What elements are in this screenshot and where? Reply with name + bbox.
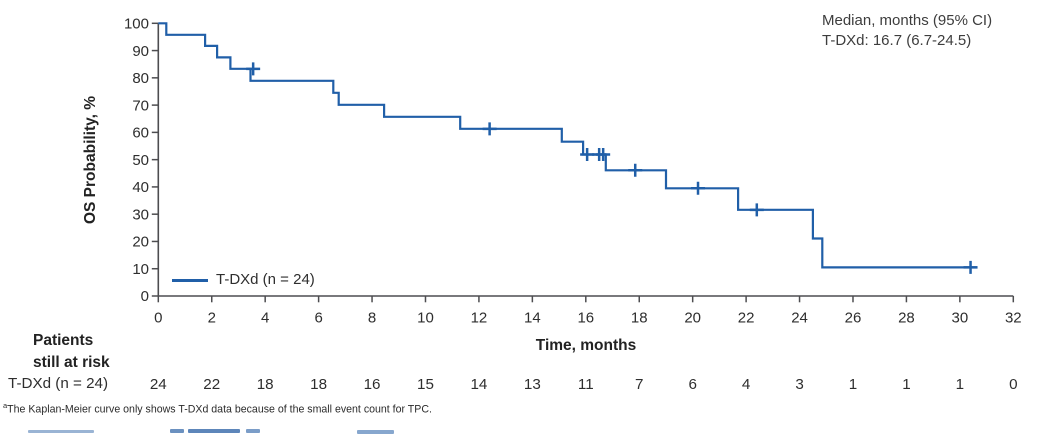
censor-plus-mark — [596, 147, 611, 161]
risk-count-value: 1 — [956, 376, 964, 393]
y-tick-label: 60 — [132, 125, 149, 142]
risk-count-value: 0 — [1009, 376, 1017, 393]
risk-count-value: 7 — [635, 376, 643, 393]
risk-count-value: 1 — [902, 376, 910, 393]
footnote-text: The Kaplan-Meier curve only shows T-DXd … — [7, 403, 432, 416]
median-annotation-line1: Median, months (95% CI) — [822, 12, 993, 29]
risk-count-value: 11 — [578, 376, 594, 393]
risk-count-value: 18 — [310, 376, 327, 393]
risk-count-value: 22 — [203, 376, 220, 393]
risk-count-value: 16 — [364, 376, 381, 393]
y-tick-label: 40 — [132, 179, 149, 196]
x-tick-labels: 0 2 4 6 8 10 12 14 16 18 20 22 24 26 28 30 32 — [154, 310, 1022, 327]
legend-line-swatch — [172, 279, 208, 282]
risk-count-value: 6 — [688, 376, 696, 393]
risk-count-value: 13 — [524, 376, 541, 393]
x-tick-label: 24 — [791, 310, 808, 327]
axes — [157, 23, 1014, 297]
cutoff-fragment — [28, 430, 94, 433]
y-tick-label: 0 — [141, 288, 149, 305]
risk-row-label: T-DXd (n = 24) — [8, 375, 109, 392]
censor-plus-mark — [482, 122, 497, 136]
x-tick-label: 8 — [368, 310, 376, 327]
risk-header-line1: Patients — [33, 332, 94, 349]
axis-lines — [157, 23, 1014, 297]
risk-table-header: Patients still at risk — [33, 330, 110, 373]
risk-header-line2: still at risk — [33, 353, 110, 371]
y-tick-label: 100 — [124, 16, 149, 33]
footnote-marker: a — [3, 401, 8, 410]
censor-plus-mark — [963, 260, 978, 274]
cutoff-fragment — [170, 429, 184, 433]
x-tick-label: 16 — [577, 310, 594, 327]
cutoff-fragment — [246, 429, 260, 433]
risk-count-value: 14 — [470, 376, 487, 393]
footnote: aThe Kaplan-Meier curve only shows T-DXd… — [3, 401, 432, 416]
x-tick-label: 6 — [314, 310, 322, 327]
x-tick-label: 2 — [208, 310, 216, 327]
x-tick-label: 28 — [898, 310, 915, 327]
x-tick-label: 26 — [845, 310, 862, 327]
y-tick-labels: 0 10 20 30 40 50 60 70 80 90 100 — [124, 16, 149, 306]
censor-marks — [246, 62, 978, 274]
y-tick-label: 80 — [132, 70, 149, 87]
x-tick-label: 14 — [524, 310, 541, 327]
y-tick-label: 70 — [132, 97, 149, 114]
risk-count-value: 24 — [150, 376, 167, 393]
censor-plus-mark — [749, 203, 764, 217]
risk-count-value: 18 — [257, 376, 274, 393]
median-annotation-line2: T-DXd: 16.7 (6.7-24.5) — [822, 32, 972, 49]
risk-count-value: 3 — [795, 376, 803, 393]
x-tick-label: 12 — [471, 310, 488, 327]
y-axis-title: OS Probability, % — [82, 95, 99, 225]
cutoff-fragment — [188, 429, 240, 433]
x-axis-title: Time, months — [535, 337, 637, 354]
censor-plus-mark — [246, 62, 261, 76]
risk-count-value: 15 — [417, 376, 434, 393]
y-tick-label: 30 — [132, 206, 149, 223]
tick-marks — [151, 22, 1015, 303]
x-tick-label: 18 — [631, 310, 648, 327]
y-tick-label: 20 — [132, 234, 149, 251]
censor-plus-mark — [628, 163, 643, 177]
x-tick-label: 20 — [684, 310, 701, 327]
risk-count-row: 24 22 18 18 16 15 14 13 11 7 6 4 3 1 1 1 0 — [150, 376, 1018, 393]
y-tick-label: 10 — [132, 261, 149, 278]
x-tick-label: 0 — [154, 310, 162, 327]
censor-plus-mark — [580, 147, 595, 161]
y-tick-label: 50 — [132, 152, 149, 169]
x-tick-label: 30 — [952, 310, 969, 327]
risk-count-value: 1 — [849, 376, 857, 393]
x-tick-label: 32 — [1005, 310, 1022, 327]
risk-count-value: 4 — [742, 376, 750, 393]
legend-label: T-DXd (n = 24) — [216, 271, 315, 288]
y-tick-label: 90 — [132, 43, 149, 60]
x-tick-label: 22 — [738, 310, 755, 327]
cutoff-fragment — [357, 430, 394, 434]
median-annotation: Median, months (95% CI) T-DXd: 16.7 (6.7… — [822, 11, 992, 51]
legend: T-DXd (n = 24) — [172, 271, 315, 288]
censor-plus-mark — [691, 181, 706, 195]
km-step-curve — [158, 22, 978, 269]
km-curve-path — [158, 22, 978, 269]
x-tick-label: 10 — [417, 310, 434, 327]
x-tick-label: 4 — [261, 310, 269, 327]
